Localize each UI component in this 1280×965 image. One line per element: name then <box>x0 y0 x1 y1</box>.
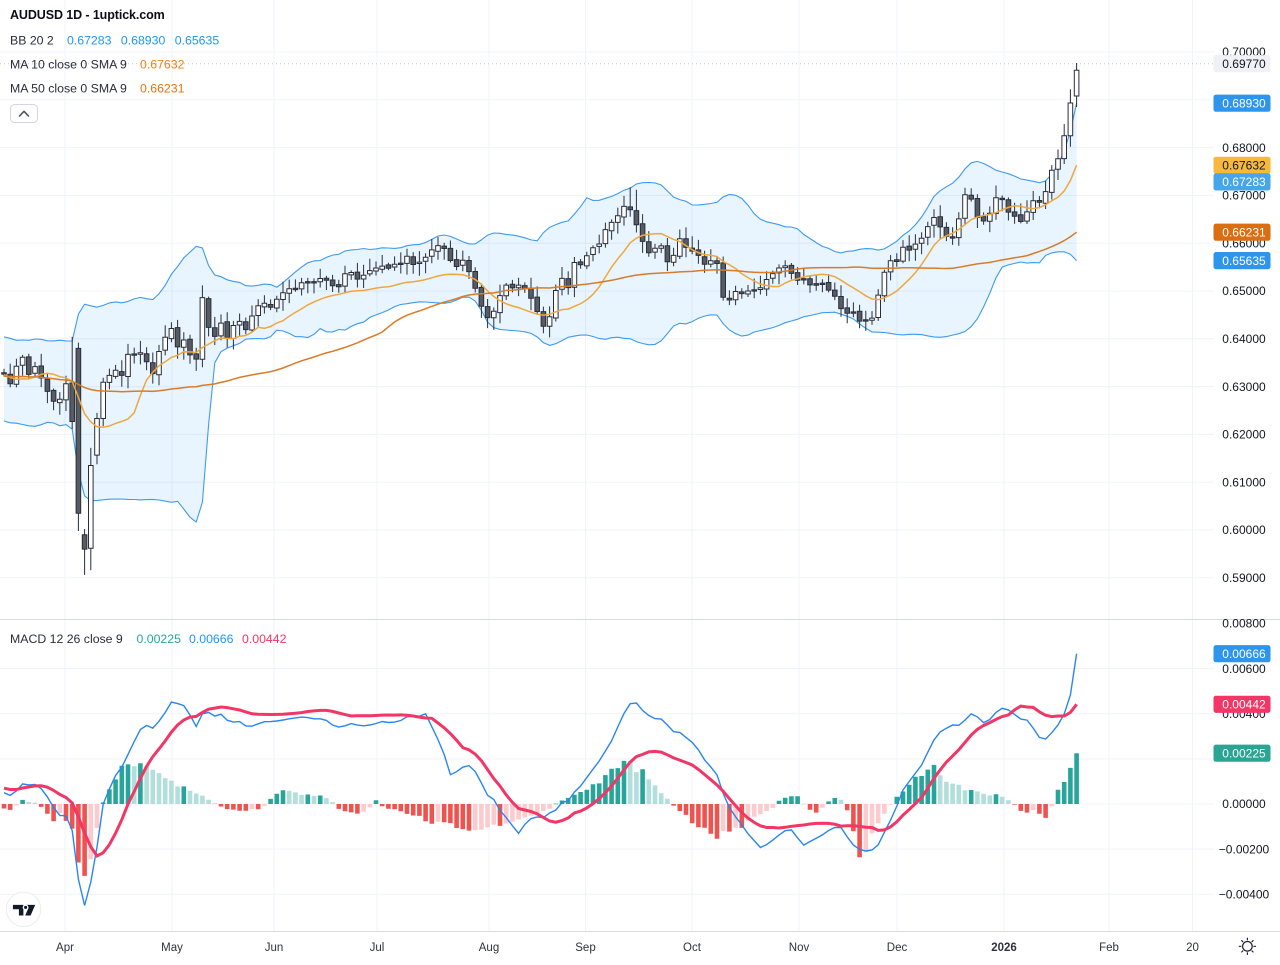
svg-text:Aug: Aug <box>479 942 499 954</box>
svg-text:Sep: Sep <box>575 942 595 954</box>
svg-text:BB 20 2: BB 20 2 <box>10 34 54 48</box>
svg-text:0.67000: 0.67000 <box>1222 189 1266 203</box>
svg-text:2026: 2026 <box>991 942 1017 954</box>
svg-text:0.67632: 0.67632 <box>1222 159 1266 173</box>
svg-text:0.59000: 0.59000 <box>1222 571 1266 585</box>
svg-text:0.64000: 0.64000 <box>1222 332 1266 346</box>
svg-text:0.66231: 0.66231 <box>1222 225 1266 239</box>
svg-text:0.67283: 0.67283 <box>1222 175 1266 189</box>
svg-text:Apr: Apr <box>56 942 74 954</box>
svg-text:MA 10 close 0 SMA 9: MA 10 close 0 SMA 9 <box>10 58 127 72</box>
svg-text:MA 50 close 0 SMA 9: MA 50 close 0 SMA 9 <box>10 82 127 96</box>
svg-text:Dec: Dec <box>887 942 908 954</box>
svg-text:0.66231: 0.66231 <box>140 82 185 96</box>
svg-text:0.67632: 0.67632 <box>140 58 185 72</box>
svg-text:0.63000: 0.63000 <box>1222 380 1266 394</box>
svg-text:0.68000: 0.68000 <box>1222 141 1266 155</box>
svg-text:0.00442: 0.00442 <box>1222 698 1266 712</box>
svg-text:0.62000: 0.62000 <box>1222 428 1266 442</box>
svg-text:0.00600: 0.00600 <box>1222 662 1266 676</box>
svg-text:0.00666: 0.00666 <box>1222 647 1266 661</box>
svg-text:Nov: Nov <box>789 942 810 954</box>
svg-text:−0.00400: −0.00400 <box>1219 887 1270 901</box>
svg-text:Feb: Feb <box>1099 942 1119 954</box>
svg-text:0.67283 0.68930 0.65635: 0.67283 0.68930 0.65635 <box>67 34 219 48</box>
svg-text:0.00800: 0.00800 <box>1222 617 1266 631</box>
svg-text:May: May <box>161 942 183 954</box>
svg-text:0.69770: 0.69770 <box>1222 57 1266 71</box>
svg-text:0.60000: 0.60000 <box>1222 523 1266 537</box>
svg-text:0.65000: 0.65000 <box>1222 284 1266 298</box>
svg-text:20: 20 <box>1186 942 1199 954</box>
svg-text:0.00442: 0.00442 <box>242 632 287 646</box>
svg-text:0.00225: 0.00225 <box>1222 746 1266 760</box>
svg-text:0.65635: 0.65635 <box>1222 254 1266 268</box>
svg-text:−0.00200: −0.00200 <box>1219 842 1270 856</box>
svg-text:MACD 12 26 close 9: MACD 12 26 close 9 <box>10 632 123 646</box>
svg-text:0.68930: 0.68930 <box>1222 96 1266 110</box>
svg-text:0.00666: 0.00666 <box>189 632 234 646</box>
svg-text:0.00225: 0.00225 <box>137 632 182 646</box>
svg-text:Oct: Oct <box>683 942 702 954</box>
svg-text:0.00000: 0.00000 <box>1222 797 1266 811</box>
svg-text:Jun: Jun <box>265 942 284 954</box>
svg-text:0.61000: 0.61000 <box>1222 475 1266 489</box>
svg-text:AUDUSD 1D - 1uptick.com: AUDUSD 1D - 1uptick.com <box>10 8 165 22</box>
svg-text:Jul: Jul <box>370 942 385 954</box>
